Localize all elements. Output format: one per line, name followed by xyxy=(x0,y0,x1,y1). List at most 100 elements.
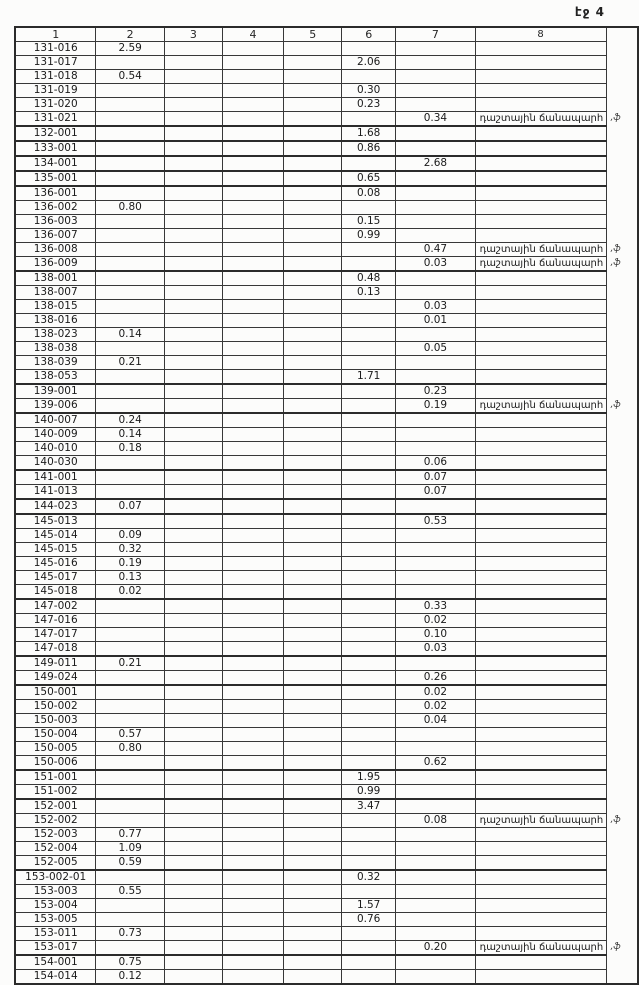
value-cell: 0.05 xyxy=(395,341,476,356)
value-cell xyxy=(221,469,285,485)
value-cell xyxy=(163,498,223,515)
parcel-id-cell: 147-018 xyxy=(14,641,97,657)
note-cell xyxy=(474,484,607,500)
value-cell xyxy=(395,498,476,515)
note-cell xyxy=(474,713,607,728)
value-cell xyxy=(283,83,343,98)
value-cell xyxy=(163,455,223,471)
value-cell xyxy=(221,185,285,201)
value-cell xyxy=(163,570,223,585)
value-cell: 0.08 xyxy=(341,185,397,201)
value-cell xyxy=(395,125,476,142)
value-cell xyxy=(395,200,476,215)
value-cell xyxy=(163,256,223,272)
value-cell xyxy=(341,484,397,500)
table-row: 147-017 0.10 xyxy=(14,627,638,642)
margin-mark xyxy=(606,728,638,742)
margin-mark xyxy=(606,700,638,714)
value-cell xyxy=(395,285,476,300)
value-cell xyxy=(163,699,223,714)
value-cell xyxy=(95,912,165,927)
value-cell xyxy=(341,111,397,127)
value-cell xyxy=(283,598,343,614)
value-cell xyxy=(221,200,285,215)
note-cell xyxy=(474,627,607,642)
table-row: 150-004 0.57 xyxy=(14,727,638,742)
value-cell xyxy=(283,41,343,56)
value-cell xyxy=(95,684,165,700)
value-cell xyxy=(163,398,223,414)
value-cell xyxy=(95,285,165,300)
value-cell xyxy=(395,69,476,84)
value-cell xyxy=(221,441,285,456)
value-cell xyxy=(283,299,343,314)
value-cell xyxy=(283,125,343,142)
table-row: 153-002-01 0.32 xyxy=(14,869,638,885)
margin-mark xyxy=(606,543,638,557)
value-cell xyxy=(341,256,397,272)
column-header-7: 7 xyxy=(395,26,476,42)
note-cell xyxy=(474,214,607,229)
table-row: 145-018 0.02 xyxy=(14,584,638,600)
value-cell xyxy=(395,185,476,201)
table-row: 152-003 0.77 xyxy=(14,827,638,842)
note-cell xyxy=(474,97,607,112)
value-cell xyxy=(95,641,165,657)
value-cell xyxy=(283,613,343,628)
value-cell xyxy=(341,827,397,842)
value-cell xyxy=(395,369,476,385)
parcel-id-cell: 145-017 xyxy=(14,570,97,585)
margin-mark xyxy=(606,229,638,243)
value-cell xyxy=(341,41,397,56)
value-cell xyxy=(395,214,476,229)
value-cell xyxy=(163,214,223,229)
margin-mark xyxy=(606,599,638,614)
parcel-id-cell: 153-002-01 xyxy=(14,869,97,885)
parcel-id-cell: 131-018 xyxy=(14,69,97,84)
value-cell: 1.09 xyxy=(95,841,165,856)
note-cell xyxy=(474,285,607,300)
value-cell xyxy=(283,341,343,356)
margin-mark xyxy=(606,70,638,84)
value-cell xyxy=(221,412,285,428)
value-cell xyxy=(163,598,223,614)
value-cell xyxy=(395,869,476,885)
value-cell: 0.54 xyxy=(95,69,165,84)
table-body: 131-016 2.59 131-017 2.06 131-018 0.54 131-019… xyxy=(14,41,638,985)
value-cell xyxy=(221,884,285,899)
value-cell xyxy=(95,125,165,142)
value-cell xyxy=(221,699,285,714)
value-cell xyxy=(341,655,397,671)
value-cell xyxy=(395,228,476,243)
value-cell xyxy=(395,655,476,671)
value-cell xyxy=(341,455,397,471)
parcel-id-cell: 150-004 xyxy=(14,727,97,742)
note-cell xyxy=(474,727,607,742)
margin-mark xyxy=(606,413,638,428)
margin-mark xyxy=(606,84,638,98)
value-cell xyxy=(283,755,343,771)
note-cell xyxy=(474,827,607,842)
value-cell xyxy=(221,97,285,112)
note-cell xyxy=(474,954,607,970)
value-cell xyxy=(395,55,476,70)
margin-mark: ,ֆ xyxy=(610,258,621,269)
margin-mark: ,ֆ xyxy=(610,244,621,254)
note-cell xyxy=(474,170,607,187)
parcel-id-cell: 151-002 xyxy=(14,784,97,800)
value-cell xyxy=(221,855,285,871)
table-row: 136-007 0.99 xyxy=(14,228,638,243)
value-cell xyxy=(341,940,397,956)
margin-mark xyxy=(606,271,638,286)
value-cell xyxy=(221,912,285,927)
table-row: 140-007 0.24 xyxy=(14,412,638,428)
value-cell xyxy=(221,355,285,370)
table-row: 149-011 0.21 xyxy=(14,655,638,671)
value-cell xyxy=(163,55,223,70)
value-cell xyxy=(395,542,476,557)
value-cell xyxy=(341,926,397,941)
value-cell xyxy=(395,97,476,112)
note-cell: դաշտային ճանապարհ xyxy=(474,242,607,257)
value-cell xyxy=(163,670,223,686)
value-cell xyxy=(395,769,476,785)
